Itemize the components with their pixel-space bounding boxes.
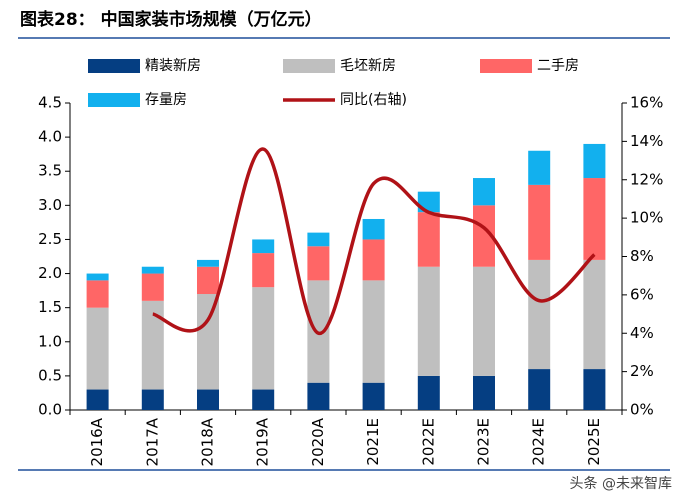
x-tick-label: 2025E <box>585 418 603 466</box>
x-tick-label: 2019A <box>254 417 272 466</box>
bar-segment <box>362 280 385 383</box>
y-tick-label: 0.5 <box>38 366 62 384</box>
bar-segment <box>197 266 219 295</box>
line-series <box>152 147 596 335</box>
y2-tick-label: 10% <box>630 209 663 227</box>
y2-tick-label: 6% <box>630 285 654 303</box>
watermark: 头条 @未来智库 <box>570 475 672 492</box>
bar-segment <box>528 184 551 260</box>
y-tick-label: 1.5 <box>38 298 62 316</box>
bar-segment <box>197 259 219 267</box>
bar-segment <box>86 307 109 390</box>
legend-label: 精装新房 <box>145 58 201 74</box>
bar-segment <box>252 253 275 288</box>
x-tick-label: 2021E <box>364 418 382 466</box>
bar-segment <box>197 294 219 390</box>
y2-tick-label: 2% <box>630 362 654 380</box>
y2-tick-label: 14% <box>630 132 663 150</box>
bar-segment <box>307 232 330 247</box>
y-tick-label: 4.5 <box>38 94 62 112</box>
y-tick-label: 3.5 <box>38 162 62 180</box>
bar-segment <box>86 389 109 410</box>
y2-tick-label: 4% <box>630 324 654 342</box>
bar-segment <box>307 246 330 281</box>
bar-segment <box>528 369 551 410</box>
bar-segment <box>528 259 551 370</box>
x-tick-label: 2022E <box>419 418 437 466</box>
x-tick-label: 2018A <box>199 417 217 466</box>
bar-segment <box>141 266 164 274</box>
legend-marker <box>480 59 532 73</box>
y-tick-label: 1.0 <box>38 332 62 350</box>
y-tick-label: 3.0 <box>38 196 62 214</box>
bar-segment <box>86 273 109 281</box>
bar-segment <box>197 389 219 410</box>
bar-segment <box>307 382 330 410</box>
legend-marker <box>88 93 140 107</box>
bar-segment <box>362 239 385 281</box>
bar-segment <box>362 218 385 240</box>
bar-segment <box>473 266 495 376</box>
x-tick-label: 2024E <box>530 418 548 466</box>
chart-title: 图表28： 中国家装市场规模（万亿元） <box>20 9 322 30</box>
y2-tick-label: 12% <box>630 170 663 188</box>
y2-tick-label: 16% <box>630 94 663 112</box>
legend-label: 存量房 <box>145 92 187 108</box>
bar-segment <box>417 266 440 376</box>
bar-segment <box>583 369 606 410</box>
bar-segment <box>252 389 275 410</box>
x-tick-label: 2017A <box>143 417 161 466</box>
bar-segment <box>417 212 440 267</box>
y-tick-label: 2.5 <box>38 230 62 248</box>
x-tick-label: 2020A <box>309 417 327 466</box>
legend-label: 同比(右轴) <box>340 92 407 108</box>
legend-label: 二手房 <box>537 58 579 74</box>
y-tick-label: 2.0 <box>38 264 62 282</box>
bar-segment <box>583 259 606 370</box>
bar-segment <box>86 280 109 308</box>
bar-segment <box>141 300 164 390</box>
bar-segment <box>141 273 164 301</box>
bar-segment <box>141 389 164 410</box>
bar-segment <box>528 150 551 185</box>
x-tick-label: 2023E <box>475 418 493 466</box>
bar-segment <box>583 143 606 179</box>
bar-segment <box>252 287 275 390</box>
y2-tick-label: 8% <box>630 247 654 265</box>
legend-marker <box>88 59 140 73</box>
y-tick-label: 0.0 <box>38 401 62 419</box>
x-tick-label: 2016A <box>88 417 106 466</box>
y-tick-label: 4.0 <box>38 128 62 146</box>
bar-segment <box>252 239 275 254</box>
bar-segment <box>473 205 495 267</box>
y2-tick-label: 0% <box>630 401 654 419</box>
bar-segment <box>583 178 606 260</box>
legend-label: 毛坯新房 <box>340 58 396 74</box>
bar-segment <box>473 178 495 206</box>
bar-segment <box>417 375 440 410</box>
bar-segment <box>473 375 495 410</box>
bar-segment <box>362 382 385 410</box>
legend-marker <box>283 59 335 73</box>
